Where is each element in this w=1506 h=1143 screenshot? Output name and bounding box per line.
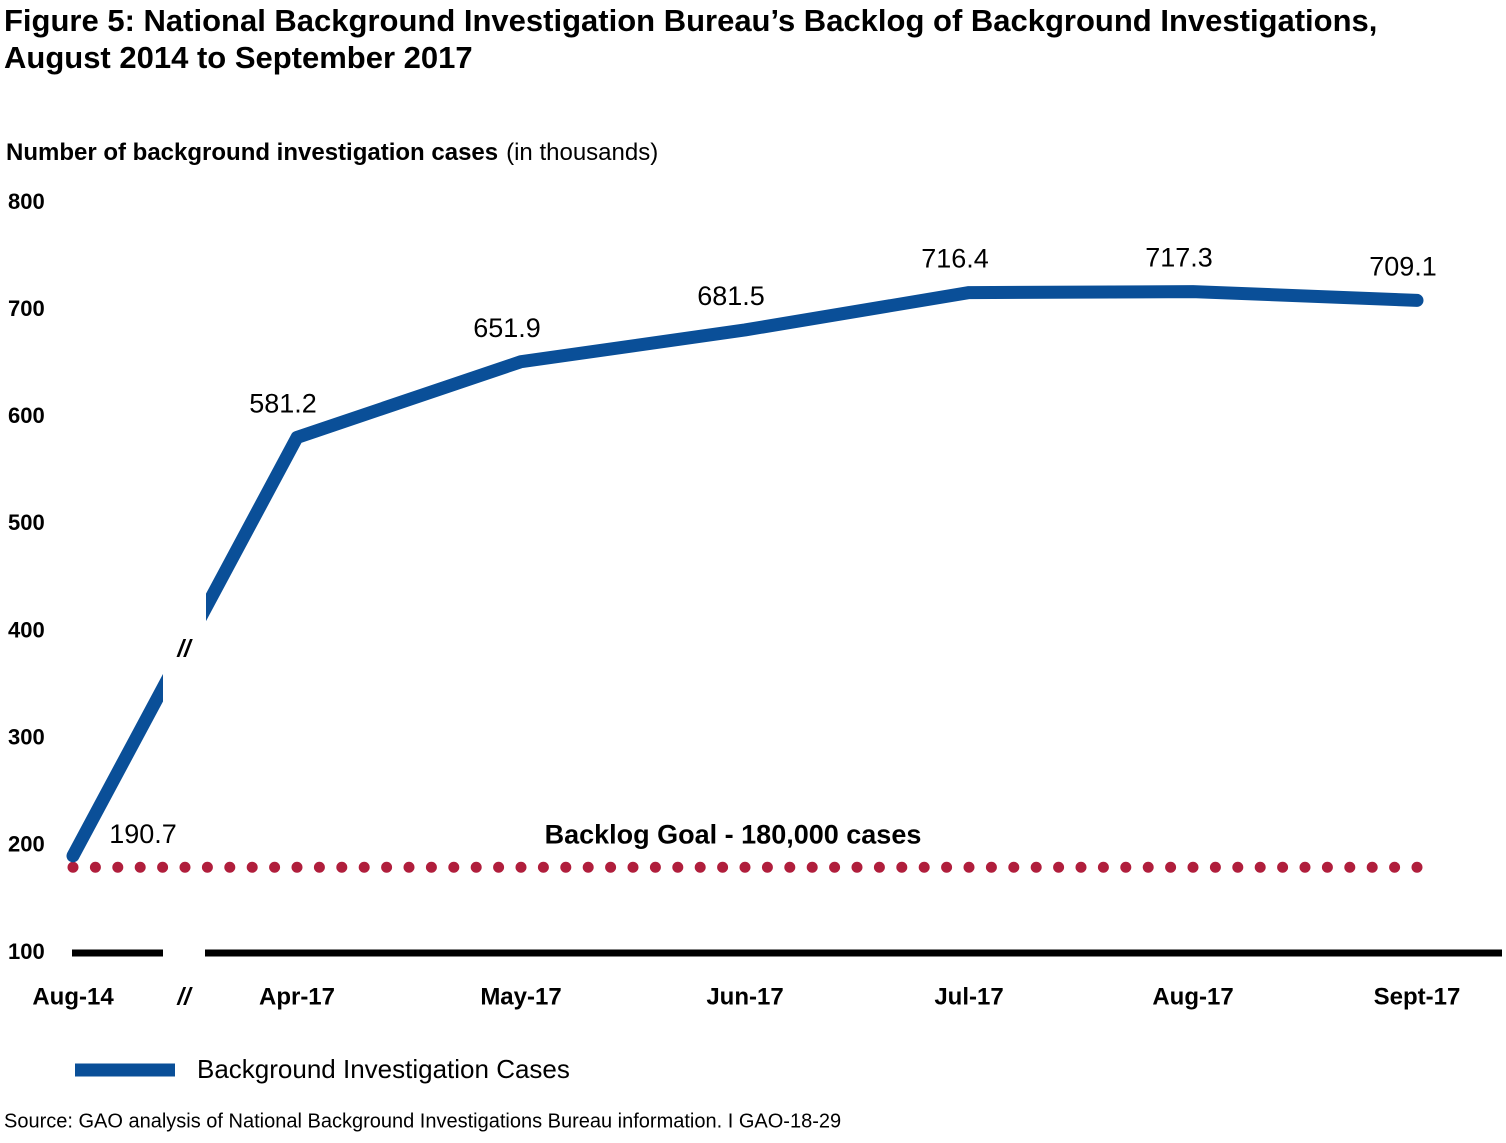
y-axis-label: Number of background investigation cases… <box>6 139 658 166</box>
data-label: 681.5 <box>697 281 765 311</box>
y-tick-label: 100 <box>8 939 45 964</box>
axis-break-label: // <box>176 635 193 662</box>
y-tick-label: 700 <box>8 296 45 321</box>
x-tick-label: May-17 <box>480 983 561 1010</box>
goal-label: Backlog Goal - 180,000 cases <box>545 819 922 849</box>
axis-break-gap <box>163 940 205 966</box>
axis-break-gap <box>163 560 206 720</box>
x-tick-label: Jun-17 <box>706 983 783 1010</box>
data-label: 717.3 <box>1145 243 1213 273</box>
y-axis-unit: (in thousands) <box>506 139 658 166</box>
y-tick-label: 600 <box>8 403 45 428</box>
y-tick-label: 400 <box>8 617 45 642</box>
y-axis-label-text: Number of background investigation cases <box>6 139 498 166</box>
chart-title: Figure 5: National Background Investigat… <box>4 3 1378 75</box>
data-label: 651.9 <box>473 313 541 343</box>
y-tick-label: 800 <box>8 189 45 214</box>
x-tick-label: Jul-17 <box>934 983 1003 1010</box>
data-label: 716.4 <box>921 244 989 274</box>
y-tick-label: 500 <box>8 510 45 535</box>
source-note: Source: GAO analysis of National Backgro… <box>4 1110 841 1132</box>
y-tick-label: 200 <box>8 832 45 857</box>
data-line <box>66 285 1424 863</box>
x-tick-label: Apr-17 <box>259 983 335 1010</box>
legend-label: Background Investigation Cases <box>197 1054 570 1084</box>
x-tick-label: Sept-17 <box>1374 983 1461 1010</box>
data-label: 190.7 <box>109 819 177 849</box>
x-tick-label: Aug-17 <box>1152 983 1233 1010</box>
x-tick-label: Aug-14 <box>32 983 114 1010</box>
y-tick-label: 300 <box>8 725 45 750</box>
data-label: 709.1 <box>1369 252 1437 282</box>
data-label: 581.2 <box>249 389 317 419</box>
axis-break-label: // <box>176 983 193 1010</box>
